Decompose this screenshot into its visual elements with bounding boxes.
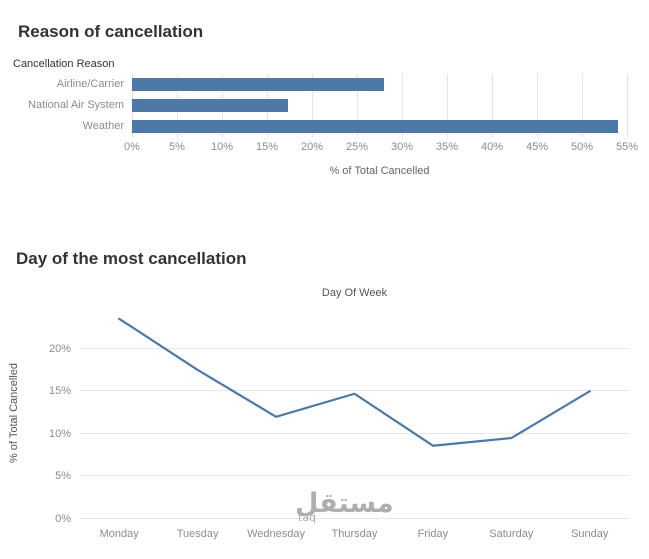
gridline-horizontal [80, 518, 629, 519]
line-y-tick-label: 10% [48, 427, 71, 440]
bar-category-labels: Airline/Carrier National Air System Weathe… [0, 74, 132, 137]
day-of-week-section: Day of the most cancellation Day Of Week… [0, 249, 649, 541]
bar-mark[interactable] [132, 78, 384, 91]
line-y-axis-title-col: % of Total Cancelled [0, 306, 28, 519]
bar-row [132, 95, 627, 116]
line-x-axis-labels: Monday Tuesday Wednesday Thursday Friday Satu… [80, 528, 629, 541]
bar-x-axis-ticks: 0% 5% 10% 15% 20% 25% 30% 35% 40% 45% 50% 55% [124, 140, 638, 155]
gridline-vertical [357, 74, 358, 137]
bar-x-tick-label: 15% [255, 141, 279, 153]
cancellation-reason-section: Reason of cancellation Cancellation Reas… [0, 0, 649, 177]
bar-x-tick-label: 10% [210, 141, 234, 153]
bar-category-label: National Air System [28, 99, 124, 111]
bar-x-tick-label: 45% [525, 141, 549, 153]
gridline-vertical [627, 74, 628, 137]
gridline-vertical [492, 74, 493, 137]
bar-mark[interactable] [132, 120, 618, 133]
line-x-axis-header: Day Of Week [321, 287, 388, 299]
bar-x-axis-title: % of Total Cancelled [329, 165, 430, 177]
bar-x-tick-label: 40% [480, 141, 504, 153]
gridline-horizontal [80, 390, 629, 392]
gridline-vertical [582, 74, 583, 137]
bar-x-tick-label: 30% [390, 141, 414, 153]
gridline-horizontal [80, 475, 629, 477]
bar-x-tick-label: 50% [570, 141, 594, 153]
bar-x-tick-label: 5% [169, 141, 185, 153]
bar-x-tick-label: 20% [300, 141, 324, 153]
gridline-vertical [447, 74, 448, 137]
line-plot-area [80, 306, 629, 519]
line-y-tick-label: 5% [55, 470, 71, 483]
line-x-tick-label: Friday [417, 528, 449, 540]
bar-x-tick-label: 0% [124, 141, 140, 153]
gridline-horizontal [80, 347, 629, 349]
bar-category-label: Airline/Carrier [56, 78, 124, 90]
bar-x-axis: 0% 5% 10% 15% 20% 25% 30% 35% 40% 45% 50% 55% [0, 140, 638, 155]
line-x-tick-label: Tuesday [176, 528, 219, 540]
bar-chart: Airline/Carrier National Air System Weathe… [0, 74, 628, 137]
bar-x-tick-label: 55% [615, 141, 639, 153]
bar-x-axis-spacer [0, 140, 132, 155]
line-chart-title: Day of the most cancellation [16, 249, 247, 268]
line-x-tick-label: Monday [99, 528, 139, 540]
line-y-axis-ticks: 0% 5% 10% 15% 20% [28, 306, 80, 525]
bar-chart-title: Reason of cancellation [18, 22, 204, 41]
line-x-tick-label: Saturday [489, 528, 534, 540]
line-x-tick-label: Sunday [571, 528, 609, 540]
line-series-svg [80, 306, 629, 519]
gridline-vertical [312, 74, 313, 137]
line-chart: % of Total Cancelled 0% 5% 10% 15% 20% [0, 306, 629, 525]
line-y-axis-title: % of Total Cancelled [8, 362, 20, 463]
bar-row-header: Cancellation Reason [13, 58, 115, 70]
bar-row [132, 74, 627, 95]
line-x-tick-label: Wednesday [247, 528, 305, 540]
bar-plot-area [132, 74, 628, 137]
gridline-vertical [537, 74, 538, 137]
gridline-vertical [402, 74, 403, 137]
bar-category-label: Weather [82, 120, 124, 132]
bar-x-tick-label: 25% [345, 141, 369, 153]
bar-row [132, 116, 627, 137]
bar-mark[interactable] [132, 99, 288, 112]
line-y-tick-label: 0% [55, 513, 71, 525]
line-series[interactable] [119, 319, 590, 446]
line-y-tick-label: 20% [48, 342, 71, 355]
bar-x-tick-label: 35% [435, 141, 459, 153]
line-x-tick-label: Thursday [331, 528, 378, 540]
line-y-tick-label: 15% [48, 385, 71, 398]
gridline-horizontal [80, 432, 629, 434]
